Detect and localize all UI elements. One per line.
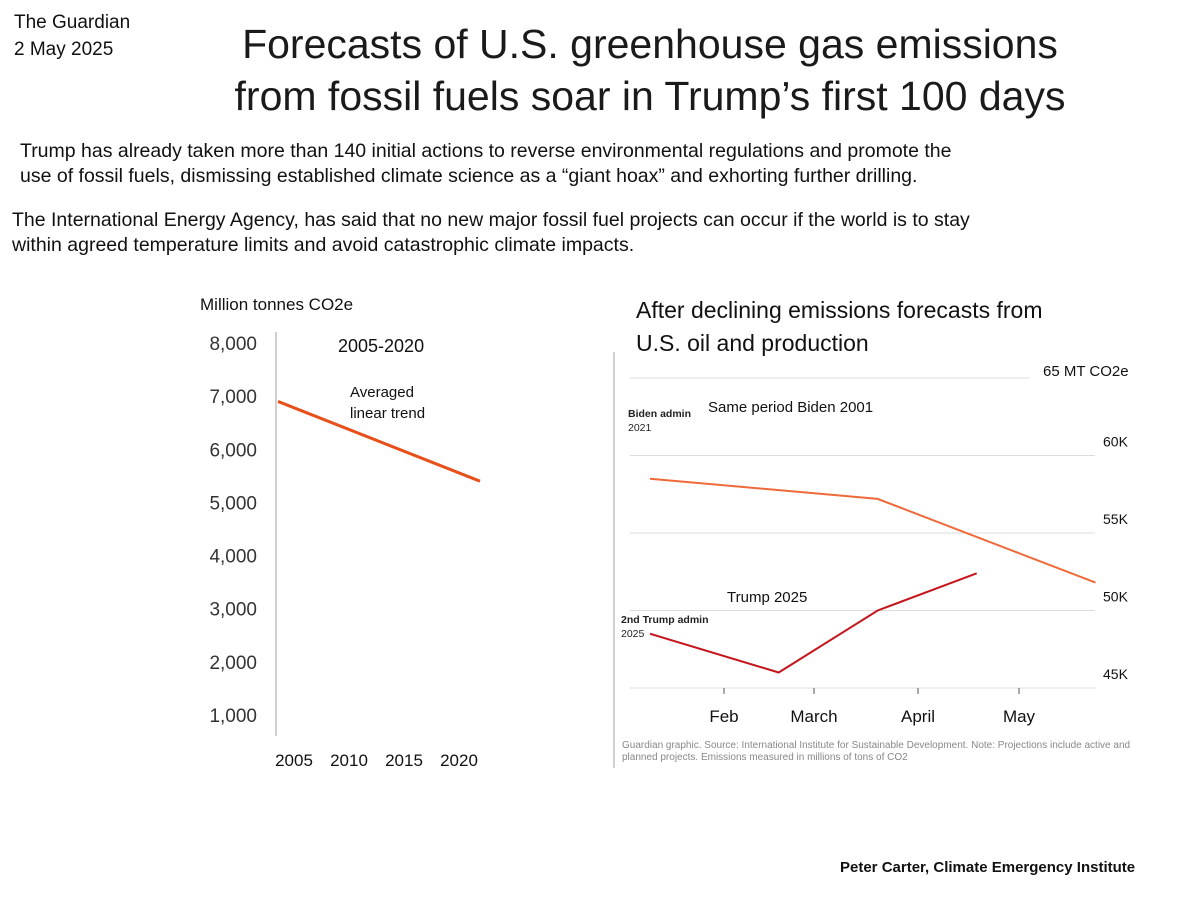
trend-annotation-line-1: Averaged xyxy=(350,384,414,401)
paragraph-actions-line-1: Trump has already taken more than 140 in… xyxy=(20,140,952,162)
y-tick-label: 3,000 xyxy=(209,600,257,621)
trump-series-year: 2025 xyxy=(621,628,645,640)
biden-series-year: 2021 xyxy=(628,422,652,434)
trend-series xyxy=(277,400,481,483)
paragraph-iea: The International Energy Agency, has sai… xyxy=(12,208,1182,258)
y-unit-label: 65 MT CO2e xyxy=(1043,363,1129,380)
trump-series-label: 2nd Trump admin xyxy=(621,614,709,626)
y-tick-label: 5,000 xyxy=(209,493,257,514)
biden-annotation: Same period Biden 2001 xyxy=(708,399,873,416)
x-tick-label: March xyxy=(790,707,837,726)
y-tick-label: 2,000 xyxy=(209,653,257,674)
footnote-line-1: Guardian graphic. Source: International … xyxy=(622,740,1130,751)
x-tick-label: 2015 xyxy=(385,751,423,770)
forecast-series xyxy=(649,477,1096,674)
headline-line-2: from fossil fuels soar in Trump’s first … xyxy=(234,73,1066,119)
trend-annotation-line-2: linear trend xyxy=(350,405,425,422)
x-tick-label: April xyxy=(901,707,935,726)
y-tick-labels: 8,000 7,000 6,000 5,000 4,000 3,000 2,000 1,000 xyxy=(209,334,257,727)
emissions-trend-chart: Million tonnes CO2e 2005-2020 Averaged l… xyxy=(200,295,481,770)
x-tick-label: 2010 xyxy=(330,751,368,770)
paragraph-actions: Trump has already taken more than 140 in… xyxy=(20,139,1170,189)
x-tick-label: 2005 xyxy=(275,751,313,770)
y-tick-label: 60K xyxy=(1103,434,1129,450)
chart-title-line-1: After declining emissions forecasts from xyxy=(636,297,1043,323)
y-tick-labels: 60K 55K 50K 45K xyxy=(1103,434,1129,683)
paragraph-iea-line-1: The International Energy Agency, has sai… xyxy=(12,209,970,231)
gridlines xyxy=(630,377,1095,689)
trend-line xyxy=(277,400,481,483)
author-credit: Peter Carter, Climate Emergency Institut… xyxy=(840,859,1136,876)
chart-title-line-2: U.S. oil and production xyxy=(636,330,869,356)
y-tick-label: 45K xyxy=(1103,666,1129,682)
paragraph-iea-line-2: within agreed temperature limits and avo… xyxy=(12,234,635,256)
biden-series-line xyxy=(649,477,1096,584)
source-name: The Guardian xyxy=(14,12,131,33)
x-tick-label: 2020 xyxy=(440,751,478,770)
x-tick-label: May xyxy=(1003,707,1036,726)
trump-series-line xyxy=(649,572,978,674)
y-axis-label: Million tonnes CO2e xyxy=(200,295,353,314)
headline-line-1: Forecasts of U.S. greenhouse gas emissio… xyxy=(242,21,1058,67)
y-tick-label: 6,000 xyxy=(209,440,257,461)
trump-annotation: Trump 2025 xyxy=(727,589,807,606)
publication-date: 2 May 2025 xyxy=(14,39,114,60)
y-tick-label: 8,000 xyxy=(209,334,257,355)
x-tick-label: Feb xyxy=(709,707,738,726)
x-tick-labels: 2005 2010 2015 2020 xyxy=(275,751,478,770)
oil-gas-forecast-chart: After declining emissions forecasts from… xyxy=(613,297,1130,768)
footnote-line-2: planned projects. Emissions measured in … xyxy=(622,752,908,763)
y-tick-label: 50K xyxy=(1103,589,1129,605)
biden-series-label: Biden admin xyxy=(628,408,691,420)
y-tick-label: 4,000 xyxy=(209,547,257,568)
chart-title: 2005-2020 xyxy=(338,336,424,356)
y-tick-label: 55K xyxy=(1103,511,1129,527)
headline: Forecasts of U.S. greenhouse gas emissio… xyxy=(140,18,1160,122)
x-tick-labels: Feb March April May xyxy=(709,688,1036,726)
y-tick-label: 7,000 xyxy=(209,387,257,408)
paragraph-actions-line-2: use of fossil fuels, dismissing establis… xyxy=(20,165,918,187)
y-tick-label: 1,000 xyxy=(209,706,257,727)
